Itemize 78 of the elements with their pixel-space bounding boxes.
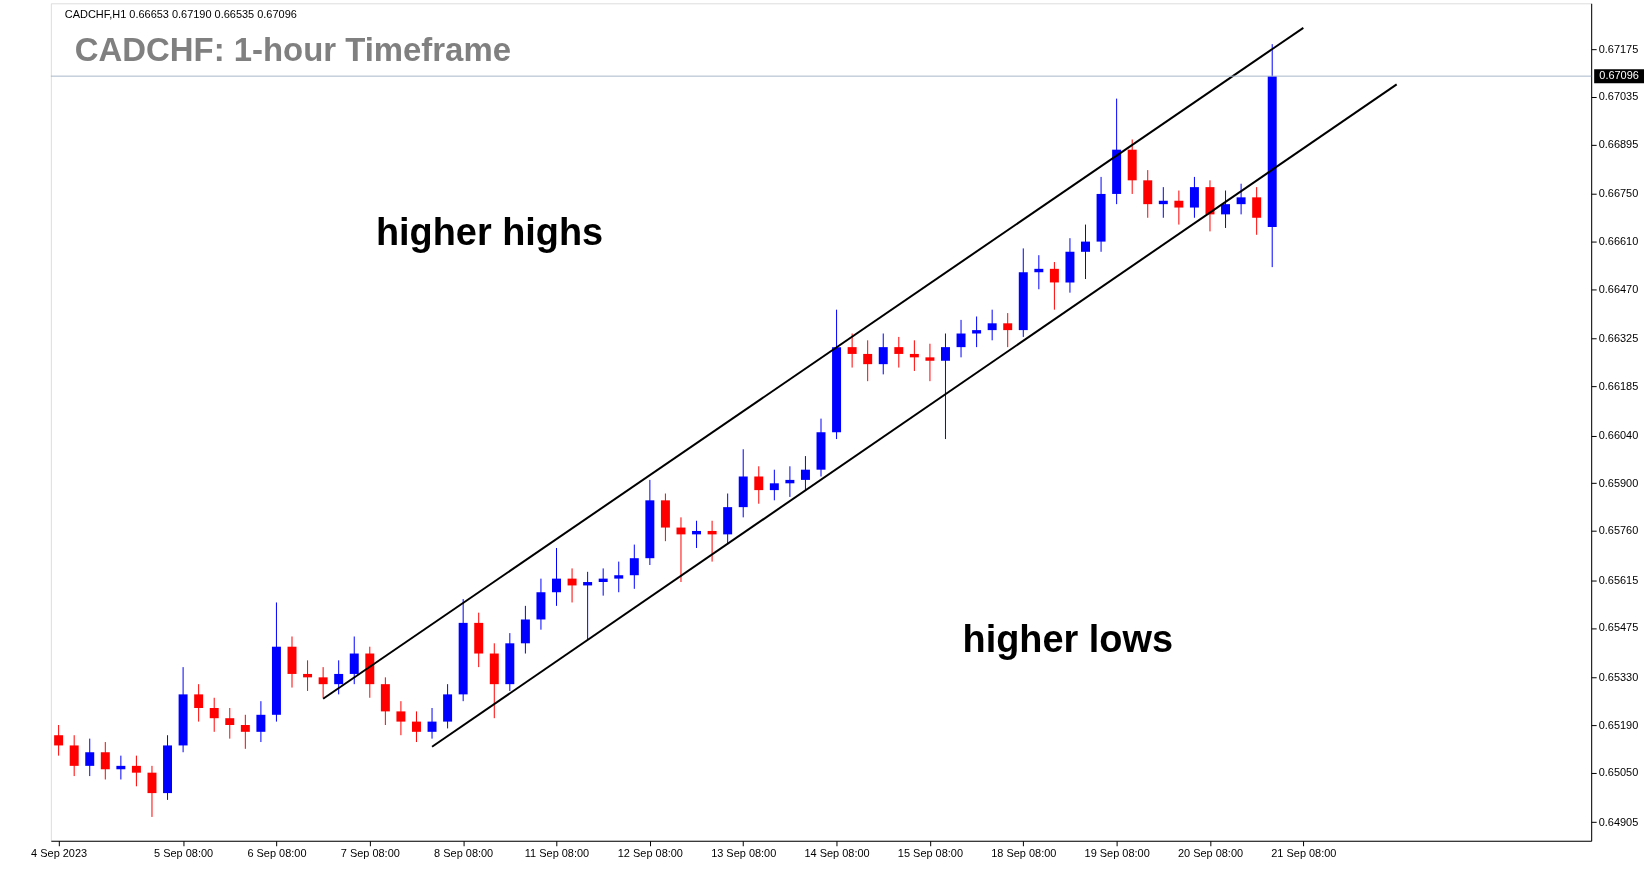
x-tick-label: 5 Sep 08:00: [154, 847, 214, 860]
y-tick-label: 0.67035: [1598, 90, 1639, 103]
candlestick: [396, 700, 406, 736]
candlestick: [427, 707, 437, 740]
candlestick: [878, 333, 888, 375]
candlestick: [209, 697, 219, 733]
candlestick: [863, 339, 873, 382]
candlestick: [520, 605, 530, 655]
y-tick-label: 0.64905: [1598, 815, 1639, 828]
y-tick-label: 0.66185: [1598, 379, 1639, 392]
candlestick: [334, 659, 344, 695]
y-tick-label: 0.67175: [1598, 42, 1639, 55]
candlestick: [1081, 224, 1090, 280]
x-tick-label: 14 Sep 08:00: [804, 847, 870, 860]
candlestick: [1049, 261, 1059, 311]
candlestick: [941, 333, 950, 440]
candlestick: [240, 714, 250, 750]
candlestick: [1221, 190, 1231, 229]
x-tick-label: 7 Sep 08:00: [340, 847, 400, 860]
candlestick: [256, 700, 266, 743]
candlestick: [1252, 186, 1262, 236]
candlestick: [1143, 169, 1153, 219]
x-tick-label: 13 Sep 08:00: [711, 847, 777, 860]
text: CADCHF: 1-hour Timeframe: [74, 31, 511, 69]
y-tick-label: 0.65615: [1598, 573, 1639, 586]
candlestick: [131, 755, 141, 787]
candlestick: [85, 738, 95, 777]
candlestick: [100, 741, 110, 780]
y-tick-label: 0.66040: [1598, 429, 1639, 442]
y-tick-label: 0.65475: [1598, 621, 1639, 634]
candlestick: [54, 724, 64, 757]
x-tick-label: 6 Sep 08:00: [247, 847, 307, 860]
y-tick-label: 0.66325: [1598, 332, 1639, 345]
y-tick-label: 0.66895: [1598, 138, 1639, 151]
candlestick: [847, 333, 857, 369]
x-tick-label: 8 Sep 08:00: [434, 847, 494, 860]
candlestick: [147, 765, 157, 818]
candlestick: [1174, 190, 1184, 226]
x-tick-label: 19 Sep 08:00: [1084, 847, 1150, 860]
x-tick-label: 21 Sep 08:00: [1271, 847, 1337, 860]
candlestick: [894, 336, 904, 369]
candlestick: [552, 547, 561, 607]
candlestick: [754, 465, 764, 505]
x-tick-label: 4 Sep 2023: [31, 847, 88, 860]
annotation: higher highs: [375, 210, 604, 253]
candlestick: [1189, 176, 1199, 219]
x-tick-label: 12 Sep 08:00: [617, 847, 683, 860]
candlestick: [925, 343, 935, 382]
candlestick: [1236, 183, 1246, 215]
x-tick-label: 20 Sep 08:00: [1177, 847, 1244, 860]
candlestick: [69, 734, 79, 777]
candlestick: [614, 561, 624, 593]
candlestick: [987, 309, 997, 341]
candlestick: [956, 319, 966, 358]
y-tick-label: 0.66750: [1598, 187, 1639, 200]
candlestick: [800, 455, 810, 491]
ref-line-label: 0.67096: [1599, 69, 1639, 82]
y-tick-label: 0.65050: [1598, 766, 1639, 779]
candlestick: [411, 710, 421, 743]
candlestick: [318, 666, 328, 699]
candlestick: [349, 636, 359, 685]
annotation: higher lows: [962, 618, 1173, 661]
candlestick: [194, 683, 204, 723]
y-tick-label: 0.66610: [1598, 235, 1639, 248]
candlestick: [1003, 312, 1013, 348]
y-tick-label: 0.65900: [1598, 476, 1639, 489]
annotation: CADCHF,H1 0.66653 0.67190 0.66535 0.67096: [64, 8, 297, 21]
x-tick-label: 15 Sep 08:00: [897, 847, 964, 860]
y-tick-label: 0.65760: [1598, 524, 1639, 537]
candlestick: [972, 315, 982, 348]
candlestick: [769, 469, 779, 501]
y-tick-label: 0.65190: [1598, 718, 1639, 731]
candlestick: [629, 544, 639, 590]
candlestick: [225, 707, 235, 740]
x-tick-label: 18 Sep 08:00: [991, 847, 1057, 860]
y-tick-label: 0.65330: [1598, 670, 1639, 683]
x-tick-label: 11 Sep 08:00: [524, 847, 590, 860]
y-tick-label: 0.66470: [1598, 282, 1639, 295]
